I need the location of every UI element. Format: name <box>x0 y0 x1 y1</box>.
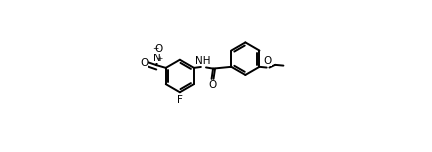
Text: O: O <box>208 80 216 90</box>
Text: O: O <box>154 44 162 54</box>
Text: F: F <box>177 95 183 105</box>
Text: O: O <box>264 56 272 66</box>
Text: +: + <box>156 56 163 62</box>
Text: O: O <box>140 58 148 68</box>
Text: N: N <box>153 53 161 63</box>
Text: NH: NH <box>195 56 211 66</box>
Text: −: − <box>152 46 159 52</box>
